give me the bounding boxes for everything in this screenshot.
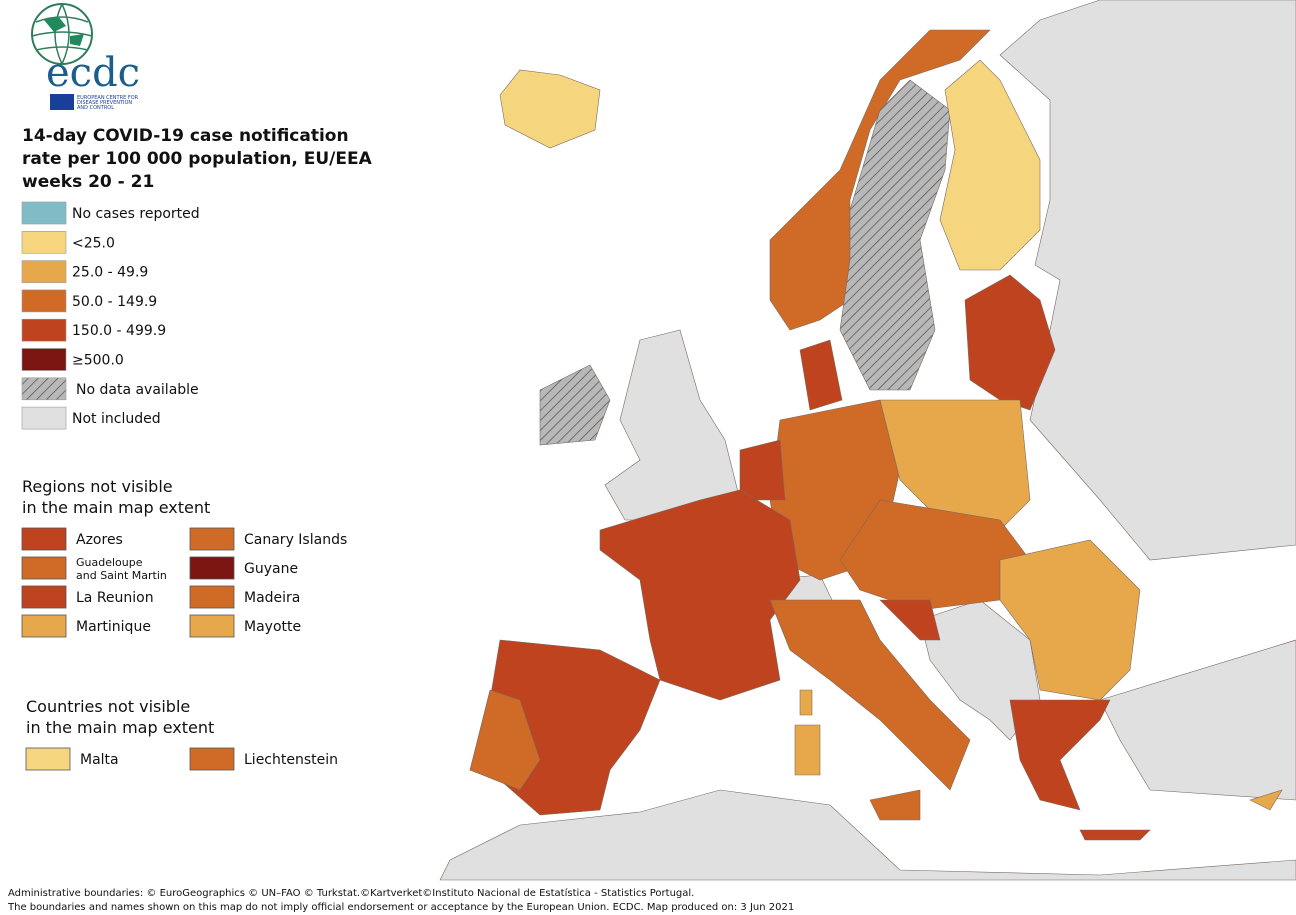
legend-label: Martinique [76,619,151,635]
italy [769,599,971,791]
logo: ecdc EUROPEAN CENTRE FOR DISEASE PREVENT… [31,3,140,111]
legend: No cases reported <25.0 25.0 - 49.9 50.0 - … [21,201,347,771]
legend-label: ≥500.0 [72,353,124,369]
legend-label: Canary Islands [244,532,347,548]
legend-label: 50.0 - 149.9 [72,294,157,310]
title: weeks 20 - 21 [22,172,154,192]
legend-label: Liechtenstein [244,752,338,768]
legend-label: Guadeloupe [76,556,143,569]
legend-swatch [21,348,67,371]
land-not-included [604,329,741,521]
legend-swatch [21,289,67,313]
legend-swatch [25,747,71,771]
legend-swatch [21,406,67,430]
legend-label: No cases reported [72,206,200,222]
cyprus [1249,789,1283,811]
baltics [964,274,1056,411]
footer: Administrative boundaries: © EuroGeograp… [8,887,694,899]
sweden [839,79,951,391]
denmark [799,339,843,411]
section-title: in the main map extent [22,498,210,517]
legend-label: Azores [76,532,123,548]
title: 14-day COVID-19 case notification [22,126,349,146]
france [599,489,801,701]
land-not-included [919,599,1041,741]
legend-swatch [21,527,67,551]
legend-label: Mayotte [244,619,301,635]
legend-swatch [21,318,67,342]
legend-label: Guyane [244,561,298,577]
legend-swatch [21,231,67,254]
map [439,0,1296,881]
legend-swatch [21,556,67,580]
logo-meridians [31,3,93,65]
footer: The boundaries and names shown on this m… [7,902,794,913]
eu-flag [50,94,74,110]
benelux [739,439,786,501]
legend-label: Not included [72,411,161,427]
land-not-included [999,0,1296,561]
logo-name: DISEASE PREVENTION [77,100,132,106]
section-title: Countries not visible [26,697,190,716]
logo-land [44,16,84,46]
logo-name: EUROPEAN CENTRE FOR [77,95,139,101]
legend-label: and Saint Martin [76,569,167,582]
land-not-included [1099,639,1296,801]
legend-swatch [189,556,235,580]
central-europe [839,499,1031,611]
legend-swatch [189,614,235,638]
section-title: in the main map extent [26,718,214,737]
greece [1009,699,1111,811]
logo-name: AND CONTROL [77,105,114,111]
iceland [499,69,601,149]
crete [1079,829,1151,841]
land-not-included [439,789,1296,881]
corsica [799,689,813,716]
legend-label: 150.0 - 499.9 [72,323,166,339]
legend-swatch [21,614,67,638]
legend-swatch [21,377,67,401]
legend-swatch [21,201,67,225]
legend-label: No data available [76,382,199,398]
legend-label: Madeira [244,590,300,606]
legend-swatch [189,747,235,771]
croatia-slovenia [879,599,941,641]
legend-label: <25.0 [72,235,115,251]
legend-label: La Reunion [76,590,154,606]
portugal [469,689,541,791]
legend-swatch [21,585,67,609]
logo-acronym: ecdc [46,50,140,96]
title: rate per 100 000 population, EU/EEA [22,149,373,169]
finland [939,59,1041,271]
ireland [539,364,611,446]
section-title: Regions not visible [22,477,173,496]
legend-swatch [189,585,235,609]
legend-swatch [21,260,67,283]
sardinia [794,724,821,776]
legend-label: 25.0 - 49.9 [72,265,148,281]
legend-swatch [189,527,235,551]
sicily [869,789,921,821]
legend-label: Malta [80,752,119,768]
